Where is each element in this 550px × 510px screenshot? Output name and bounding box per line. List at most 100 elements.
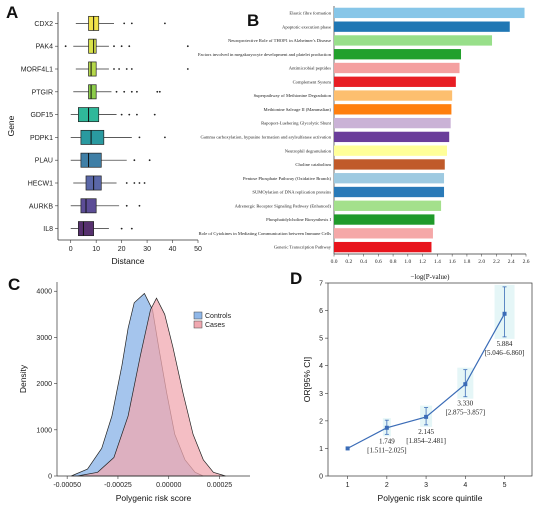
bar-2	[334, 21, 510, 32]
panel-letter-d: D	[290, 269, 302, 288]
ci-range-label: [1.854–2.481]	[406, 437, 446, 445]
category-label: Neuroprotective Role of THOP1 in Alzheim…	[228, 38, 331, 43]
bar-4	[334, 49, 462, 60]
panel-letter-b: B	[247, 11, 259, 30]
x-tick-label: 1.6	[449, 259, 456, 265]
category-label: Superpathway of Methionine Degradation	[254, 93, 332, 98]
box-pdpk1	[80, 129, 105, 145]
bar-18	[334, 241, 432, 253]
outlier-point	[125, 68, 128, 70]
bar-6	[334, 76, 456, 87]
y-tick-label: 0	[319, 474, 323, 481]
bar-10	[334, 131, 450, 143]
y-tick-label: GDF15	[30, 112, 53, 119]
outlier-point	[125, 204, 128, 207]
or-value-label: 3.330	[457, 400, 473, 408]
bar-14	[334, 186, 445, 198]
outlier-point	[136, 90, 138, 93]
outlier-point	[130, 90, 133, 93]
y-tick-label: PDPK1	[30, 135, 53, 142]
y-tick-label: 4	[319, 363, 323, 370]
x-tick-label: 1.4	[434, 259, 441, 265]
bar-7	[334, 90, 453, 101]
category-label: Methionine Salvage II (Mammalian)	[264, 107, 332, 112]
x-tick-label: 50	[194, 246, 202, 253]
y-tick-label: 5	[319, 336, 323, 343]
x-tick-label: 5	[503, 482, 507, 489]
outlier-point	[148, 159, 151, 162]
panel-b-bar-chart: Elastic fibre formation Apoptotic executi…	[198, 6, 530, 281]
x-tick-label: 0.00000	[156, 482, 181, 489]
category-label: Apoptotic execution phase	[282, 24, 331, 29]
or-value-label: 5.884	[497, 340, 513, 348]
x-tick-label: 0.4	[360, 259, 367, 265]
outlier-point	[64, 45, 67, 48]
panel-c-density-plot: 0 1000 2000 3000 4000 -0.00050 -0.00025 0.00000…	[18, 282, 250, 503]
y-tick-label: 2	[319, 418, 323, 425]
y-tick-label: 6	[319, 308, 323, 315]
legend-swatch-cases	[193, 320, 203, 329]
outlier-point	[120, 113, 123, 116]
x-tick-label: -0.00025	[104, 482, 132, 489]
outlier-point	[138, 204, 141, 207]
category-label: SUMOylation of DNA replication proteins	[252, 190, 331, 195]
x-tick-label: 0	[69, 246, 73, 253]
y-tick-label: 2000	[36, 381, 52, 388]
bar-11	[334, 145, 447, 156]
x-tick-label: 40	[169, 246, 177, 253]
legend-swatch-controls	[193, 311, 203, 320]
category-label: Neutrophil degranulation	[285, 148, 332, 153]
x-tick-label: 2.2	[493, 259, 500, 265]
bar-8	[334, 104, 452, 115]
x-tick-label: 0.2	[345, 259, 352, 265]
x-tick-label: 1.2	[419, 259, 426, 265]
outlier-point	[164, 22, 166, 25]
outlier-point	[130, 68, 133, 70]
y-tick-label: PLAU	[35, 158, 53, 165]
x-tick-label: 30	[143, 246, 151, 253]
or-value-label: 1.749	[379, 437, 395, 445]
x-tick-label: 10	[92, 246, 100, 253]
y-tick-label: 1000	[36, 427, 52, 434]
outlier-point	[118, 68, 120, 70]
outlier-point	[128, 45, 131, 48]
bar-1	[334, 7, 525, 19]
outlier-point	[130, 22, 133, 25]
x-axis-title: Distance	[111, 256, 144, 266]
bar-9	[334, 117, 451, 129]
data-point	[345, 446, 350, 451]
category-label: Choline catabolism	[295, 162, 331, 167]
or-value-label: 2.145	[418, 428, 434, 436]
density-area-cases	[77, 297, 226, 477]
y-tick-label: PTGIR	[32, 89, 53, 96]
y-tick-label: 7	[319, 281, 323, 288]
legend-label: Controls	[205, 313, 232, 320]
y-tick-label: MORF4L1	[21, 67, 53, 74]
outlier-point	[113, 45, 115, 48]
outlier-point	[120, 45, 123, 48]
x-tick-label: 2.6	[523, 259, 530, 265]
category-label: Adrenergic Receptor Signaling Pathway (E…	[235, 203, 332, 208]
outlier-point	[113, 68, 115, 70]
y-tick-label: IL8	[43, 226, 53, 233]
x-tick-label: 2.0	[478, 259, 485, 265]
category-label: Gamma carboxylation, hypusine formation …	[201, 134, 332, 140]
outlier-point	[125, 182, 128, 184]
x-tick-label: -0.00050	[53, 482, 81, 489]
box-plau	[80, 152, 102, 168]
panel-letter-a: A	[6, 3, 18, 22]
x-tick-label: 4	[463, 482, 467, 489]
panel-a-boxplot: CDX2 PAK4 MORF4L1 PTGIR GDF15 PDPK1 PLAU HECW1 A…	[6, 12, 202, 266]
box-pak4	[88, 38, 97, 54]
bar-12	[334, 159, 445, 170]
category-label: Complement System	[293, 79, 332, 84]
outlier-point	[153, 113, 156, 116]
data-point	[463, 382, 468, 387]
data-point	[424, 414, 429, 419]
outlier-point	[186, 45, 189, 48]
x-tick-label: 0.00025	[207, 482, 232, 489]
category-label: Factors involved in megakaryocyte develo…	[198, 52, 332, 57]
box-aurkb	[80, 198, 97, 214]
outlier-point	[164, 136, 166, 139]
x-tick-label: 1.8	[463, 259, 470, 265]
